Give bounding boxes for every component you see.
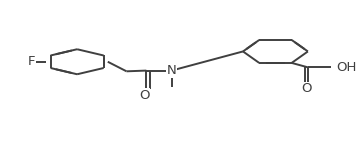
Text: N: N xyxy=(167,64,177,77)
Text: F: F xyxy=(28,55,35,68)
Text: OH: OH xyxy=(337,61,357,74)
Text: O: O xyxy=(301,82,312,95)
Text: O: O xyxy=(139,89,150,102)
